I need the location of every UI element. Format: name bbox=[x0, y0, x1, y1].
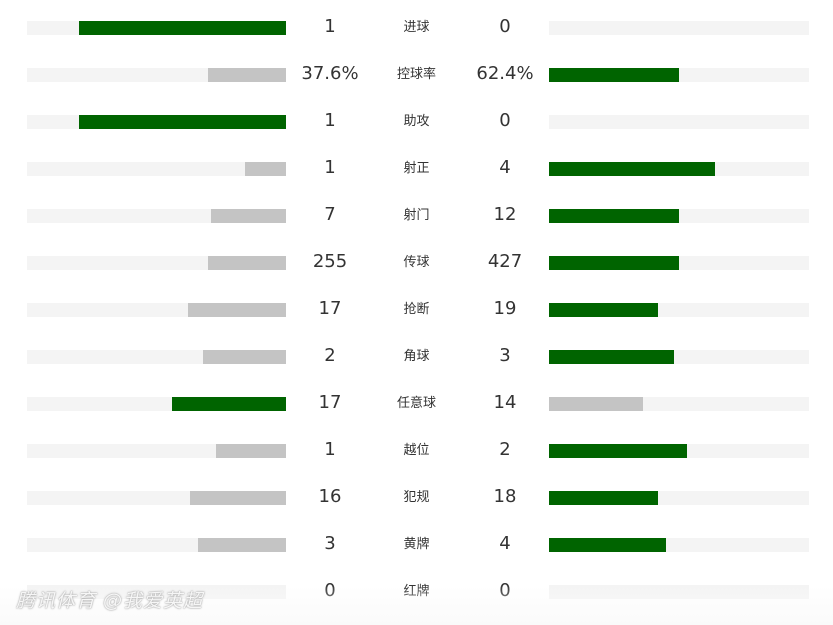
away-bar-track bbox=[549, 256, 809, 270]
away-bar-fill bbox=[549, 350, 674, 364]
away-bar-fill bbox=[549, 397, 643, 411]
home-value: 17 bbox=[318, 392, 342, 413]
stat-row: 16 犯规 18 bbox=[0, 477, 833, 524]
home-bar-fill bbox=[208, 256, 286, 270]
home-bar-fill bbox=[210, 209, 286, 223]
away-value: 0 bbox=[499, 110, 511, 131]
stat-row: 2 角球 3 bbox=[0, 336, 833, 383]
home-bar-fill bbox=[187, 303, 286, 317]
home-bar-fill bbox=[244, 162, 286, 176]
stat-row: 17 抢断 19 bbox=[0, 289, 833, 336]
stat-label: 助攻 bbox=[403, 114, 430, 129]
home-bar-track bbox=[27, 256, 286, 270]
away-value: 4 bbox=[499, 533, 511, 554]
stat-label: 任意球 bbox=[396, 396, 436, 411]
home-bar-track bbox=[27, 162, 286, 176]
away-bar-track bbox=[549, 115, 809, 129]
home-value: 3 bbox=[324, 533, 336, 554]
away-bar-fill bbox=[549, 491, 659, 505]
away-bar-fill bbox=[549, 256, 679, 270]
home-value: 1 bbox=[324, 110, 336, 131]
stat-row: 1 越位 2 bbox=[0, 430, 833, 477]
away-bar-track bbox=[549, 491, 809, 505]
away-bar-fill bbox=[549, 162, 716, 176]
home-bar-fill bbox=[78, 21, 286, 35]
home-value: 16 bbox=[318, 486, 342, 507]
away-value: 19 bbox=[493, 298, 517, 319]
stat-row: 255 传球 427 bbox=[0, 242, 833, 289]
stat-label: 角球 bbox=[403, 349, 430, 364]
home-value: 2 bbox=[324, 345, 336, 366]
away-value: 12 bbox=[493, 204, 517, 225]
stat-row: 3 黄牌 4 bbox=[0, 524, 833, 571]
home-bar-track bbox=[27, 397, 286, 411]
away-bar-track bbox=[549, 303, 809, 317]
away-value: 18 bbox=[493, 486, 517, 507]
away-value: 2 bbox=[499, 439, 511, 460]
stat-label: 射正 bbox=[403, 161, 430, 176]
stat-label: 传球 bbox=[403, 255, 430, 270]
away-value: 4 bbox=[499, 157, 511, 178]
home-bar-fill bbox=[208, 68, 286, 82]
stat-row: 1 进球 0 bbox=[0, 7, 833, 54]
stat-label: 越位 bbox=[403, 443, 430, 458]
home-bar-track bbox=[27, 350, 286, 364]
home-bar-fill bbox=[190, 491, 286, 505]
watermark: 腾讯体育 @我爱英超 bbox=[16, 590, 204, 612]
away-bar-track bbox=[549, 209, 809, 223]
away-bar-fill bbox=[549, 444, 687, 458]
away-bar-fill bbox=[549, 538, 666, 552]
stat-label: 红牌 bbox=[403, 584, 430, 599]
stat-label: 进球 bbox=[403, 20, 430, 35]
stat-row: 1 射正 4 bbox=[0, 148, 833, 195]
away-value: 62.4% bbox=[476, 63, 534, 84]
away-bar-track bbox=[549, 444, 809, 458]
home-bar-fill bbox=[172, 397, 286, 411]
home-bar-track bbox=[27, 303, 286, 317]
home-bar-fill bbox=[216, 444, 286, 458]
stat-label: 抢断 bbox=[403, 302, 430, 317]
home-bar-fill bbox=[203, 350, 286, 364]
away-bar-track bbox=[549, 585, 809, 599]
stat-label: 控球率 bbox=[396, 67, 436, 82]
away-bar-fill bbox=[549, 209, 679, 223]
away-value: 14 bbox=[493, 392, 517, 413]
home-bar-track bbox=[27, 115, 286, 129]
away-value: 3 bbox=[499, 345, 511, 366]
away-bar-fill bbox=[549, 303, 659, 317]
stat-label: 犯规 bbox=[403, 490, 430, 505]
home-bar-track bbox=[27, 538, 286, 552]
home-value: 255 bbox=[312, 251, 348, 272]
stat-row: 1 助攻 0 bbox=[0, 101, 833, 148]
home-bar-track bbox=[27, 444, 286, 458]
home-bar-track bbox=[27, 68, 286, 82]
away-bar-track bbox=[549, 350, 809, 364]
home-value: 0 bbox=[324, 580, 336, 601]
home-bar-fill bbox=[78, 115, 286, 129]
stat-row: 37.6% 控球率 62.4% bbox=[0, 54, 833, 101]
away-bar-fill bbox=[549, 68, 679, 82]
home-value: 37.6% bbox=[301, 63, 359, 84]
home-bar-track bbox=[27, 21, 286, 35]
home-value: 7 bbox=[324, 204, 336, 225]
home-value: 1 bbox=[324, 439, 336, 460]
away-bar-track bbox=[549, 538, 809, 552]
home-bar-track bbox=[27, 209, 286, 223]
away-bar-track bbox=[549, 21, 809, 35]
home-bar-fill bbox=[197, 538, 286, 552]
home-value: 1 bbox=[324, 16, 336, 37]
away-value: 0 bbox=[499, 16, 511, 37]
stat-label: 黄牌 bbox=[403, 537, 430, 552]
stat-row: 7 射门 12 bbox=[0, 195, 833, 242]
home-value: 17 bbox=[318, 298, 342, 319]
away-value: 427 bbox=[487, 251, 523, 272]
home-value: 1 bbox=[324, 157, 336, 178]
away-value: 0 bbox=[499, 580, 511, 601]
away-bar-track bbox=[549, 162, 809, 176]
stat-row: 17 任意球 14 bbox=[0, 383, 833, 430]
away-bar-track bbox=[549, 68, 809, 82]
away-bar-track bbox=[549, 397, 809, 411]
stat-label: 射门 bbox=[403, 208, 430, 223]
home-bar-track bbox=[27, 491, 286, 505]
